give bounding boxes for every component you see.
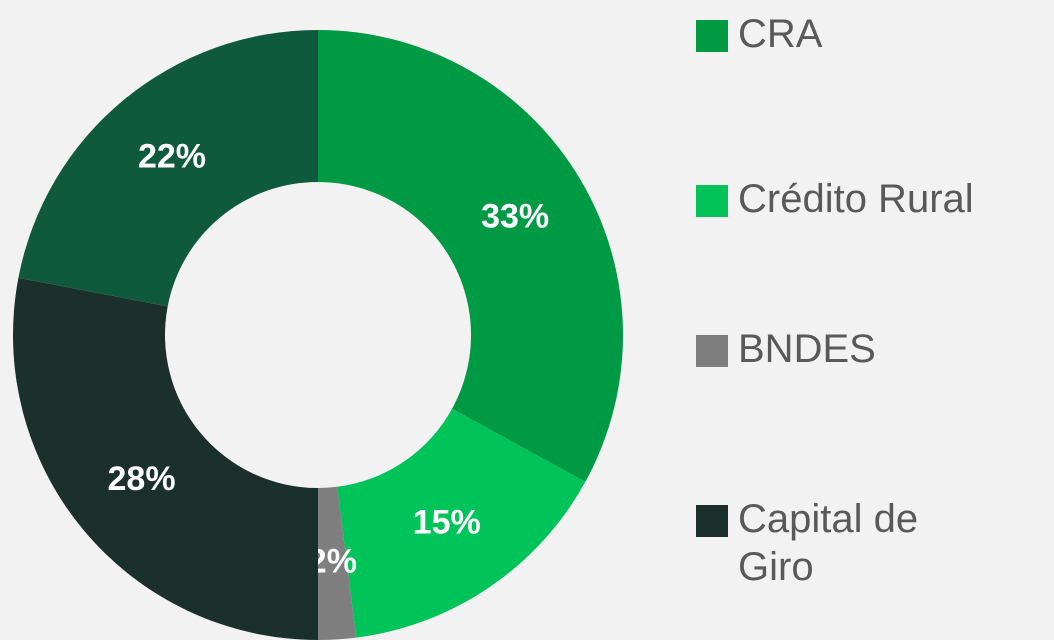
legend-item: Capital de Giro [696,495,998,591]
legend-swatch [696,185,728,217]
value-label: 15% [413,503,481,541]
value-label: 33% [481,197,549,235]
slice [318,30,624,482]
legend-label: Capital de Giro [738,497,919,589]
legend-label: CRA [738,12,823,56]
value-label: 28% [108,460,176,498]
legend-label: Crédito Rural [738,177,974,221]
value-label: 22% [138,138,206,176]
legend-swatch [696,335,728,367]
legend-swatch [696,20,728,52]
legend-swatch [696,505,728,537]
slice [318,486,357,640]
legend-item: CRA [696,10,822,58]
legend-item: BNDES [696,325,876,373]
slice [337,408,586,638]
legend-label: BNDES [738,327,876,371]
slice [12,277,319,640]
slice [18,30,319,307]
legend-item: Crédito Rural [696,175,974,223]
chart: 33%15%2%28%22% [12,30,624,640]
